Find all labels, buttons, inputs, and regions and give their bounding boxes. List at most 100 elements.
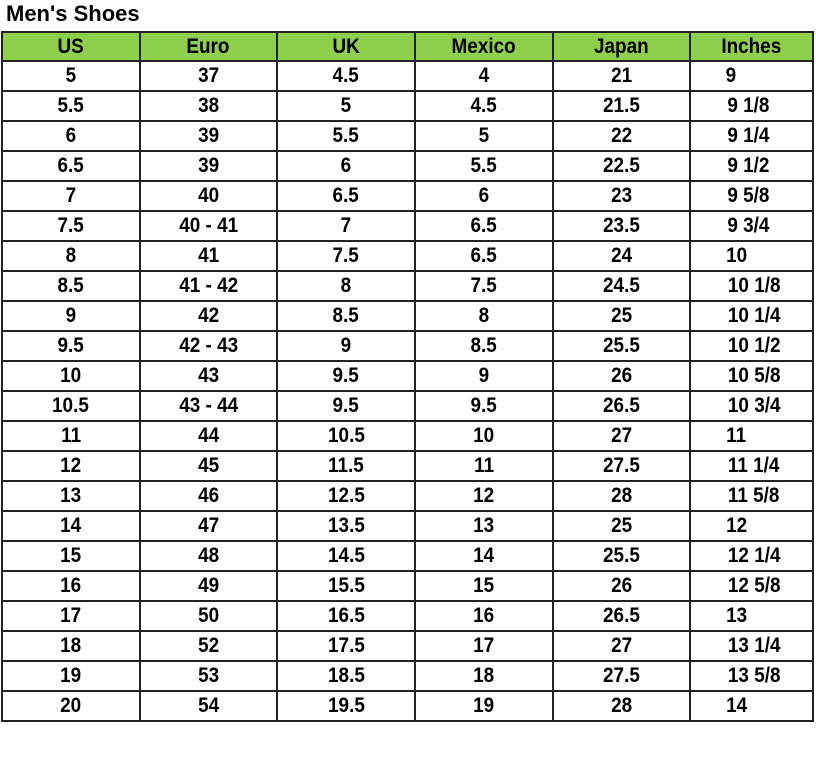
cell-uk: 9	[276, 330, 416, 362]
column-header-label: Japan	[594, 34, 649, 58]
cell-value: 25.5	[602, 544, 640, 567]
cell-inches: 13 5/8	[689, 660, 814, 692]
cell-value: 27	[610, 424, 632, 447]
cell-value: 7.5	[470, 274, 497, 297]
cell-euro: 46	[138, 480, 279, 512]
cell-value: 4	[478, 64, 489, 87]
cell-japan: 26.5	[551, 390, 692, 422]
cell-value: 14	[473, 544, 495, 567]
cell-value: 11.5	[328, 454, 364, 477]
cell-japan: 25	[551, 510, 692, 542]
cell-value: 4.5	[332, 64, 360, 87]
cell-japan: 24	[551, 240, 692, 272]
cell-euro: 50	[138, 600, 279, 632]
table-row: 17 50 16.5 16 26.5 13	[1, 600, 814, 632]
cell-value: 43 - 44	[178, 394, 238, 417]
cell-inches: 12 1/4	[689, 540, 814, 572]
cell-value: 9.5	[470, 394, 497, 417]
cell-value: 15	[473, 574, 495, 597]
cell-value: 38	[197, 94, 219, 117]
cell-value: 9 3/4	[727, 214, 770, 237]
cell-value: 8	[65, 244, 77, 267]
table-row: 20 54 19.5 19 28 14	[1, 690, 814, 722]
cell-value: 46	[197, 484, 219, 507]
cell-value: 12	[60, 454, 82, 477]
cell-value: 10	[726, 244, 748, 267]
cell-value: 9 1/2	[727, 154, 770, 177]
cell-value: 17	[60, 604, 82, 627]
table-row: 14 47 13.5 13 25 12	[1, 510, 814, 542]
table-row: 10.5 43 - 44 9.5 9.5 26.5 10 3/4	[1, 390, 814, 422]
cell-mexico: 12	[413, 480, 554, 512]
cell-mexico: 6.5	[413, 240, 554, 272]
cell-inches: 10 1/2	[689, 330, 814, 362]
cell-value: 17.5	[327, 634, 365, 657]
table-row: 9 42 8.5 8 25 10 1/4	[1, 300, 814, 332]
column-header-label: UK	[332, 34, 360, 58]
column-header-label: Mexico	[451, 34, 516, 58]
cell-value: 10 1/4	[728, 304, 781, 327]
cell-japan: 26.5	[551, 600, 692, 632]
cell-value: 17	[473, 634, 495, 657]
cell-euro: 38	[138, 90, 279, 122]
cell-value: 5	[65, 64, 77, 87]
cell-value: 10 5/8	[728, 364, 781, 387]
cell-uk: 12.5	[276, 480, 416, 512]
cell-euro: 42 - 43	[138, 330, 279, 362]
cell-inches: 10 1/8	[689, 270, 814, 302]
cell-value: 10	[60, 364, 82, 387]
cell-value: 6	[65, 124, 77, 147]
table-row: 6 39 5.5 5 22 9 1/4	[1, 120, 814, 152]
cell-value: 19.5	[327, 694, 365, 717]
cell-value: 11	[60, 424, 81, 447]
cell-euro: 39	[138, 150, 279, 182]
size-chart-table: US Euro UK Mexico Japan Inches 5 37 4.5 4 21 9 5.5 3…	[1, 31, 814, 722]
cell-value: 47	[197, 514, 219, 537]
cell-japan: 23.5	[551, 210, 692, 242]
cell-value: 8.5	[332, 304, 360, 327]
table-row: 8.5 41 - 42 8 7.5 24.5 10 1/8	[1, 270, 814, 302]
table-row: 9.5 42 - 43 9 8.5 25.5 10 1/2	[1, 330, 814, 362]
cell-uk: 4.5	[276, 60, 416, 92]
table-row: 5.5 38 5 4.5 21.5 9 1/8	[1, 90, 814, 122]
cell-value: 13	[473, 514, 495, 537]
cell-value: 10 1/2	[728, 334, 781, 357]
table-row: 16 49 15.5 15 26 12 5/8	[1, 570, 814, 602]
cell-inches: 12	[689, 510, 814, 542]
cell-mexico: 11	[413, 450, 554, 482]
cell-us: 9	[1, 300, 141, 332]
cell-value: 14	[60, 514, 82, 537]
cell-value: 10 1/8	[728, 274, 781, 297]
cell-value: 11	[473, 454, 494, 477]
cell-value: 13.5	[327, 514, 365, 537]
cell-inches: 9 1/4	[689, 120, 814, 152]
column-header-label: Inches	[721, 34, 782, 58]
cell-value: 12.5	[327, 484, 365, 507]
cell-value: 20	[60, 694, 82, 717]
cell-uk: 16.5	[276, 600, 416, 632]
cell-inches: 12 5/8	[689, 570, 814, 602]
cell-value: 19	[60, 664, 82, 687]
cell-us: 6	[1, 120, 141, 152]
cell-inches: 11	[689, 420, 814, 452]
cell-value: 21.5	[602, 94, 640, 117]
cell-value: 26.5	[602, 394, 640, 417]
cell-euro: 45	[138, 450, 279, 482]
cell-mexico: 9	[413, 360, 554, 392]
cell-value: 13 1/4	[728, 634, 781, 657]
cell-inches: 9 3/4	[689, 210, 814, 242]
cell-us: 10.5	[1, 390, 141, 422]
cell-euro: 41	[138, 240, 279, 272]
cell-uk: 13.5	[276, 510, 416, 542]
cell-japan: 25	[551, 300, 692, 332]
cell-mexico: 14	[413, 540, 554, 572]
header-row: US Euro UK Mexico Japan Inches	[1, 31, 814, 62]
cell-value: 25	[610, 304, 632, 327]
cell-value: 42 - 43	[178, 334, 238, 357]
cell-value: 18	[60, 634, 82, 657]
cell-us: 8	[1, 240, 141, 272]
cell-value: 5.5	[57, 94, 84, 117]
cell-inches: 10 1/4	[689, 300, 814, 332]
cell-inches: 10	[689, 240, 814, 272]
cell-inches: 9	[689, 60, 814, 92]
